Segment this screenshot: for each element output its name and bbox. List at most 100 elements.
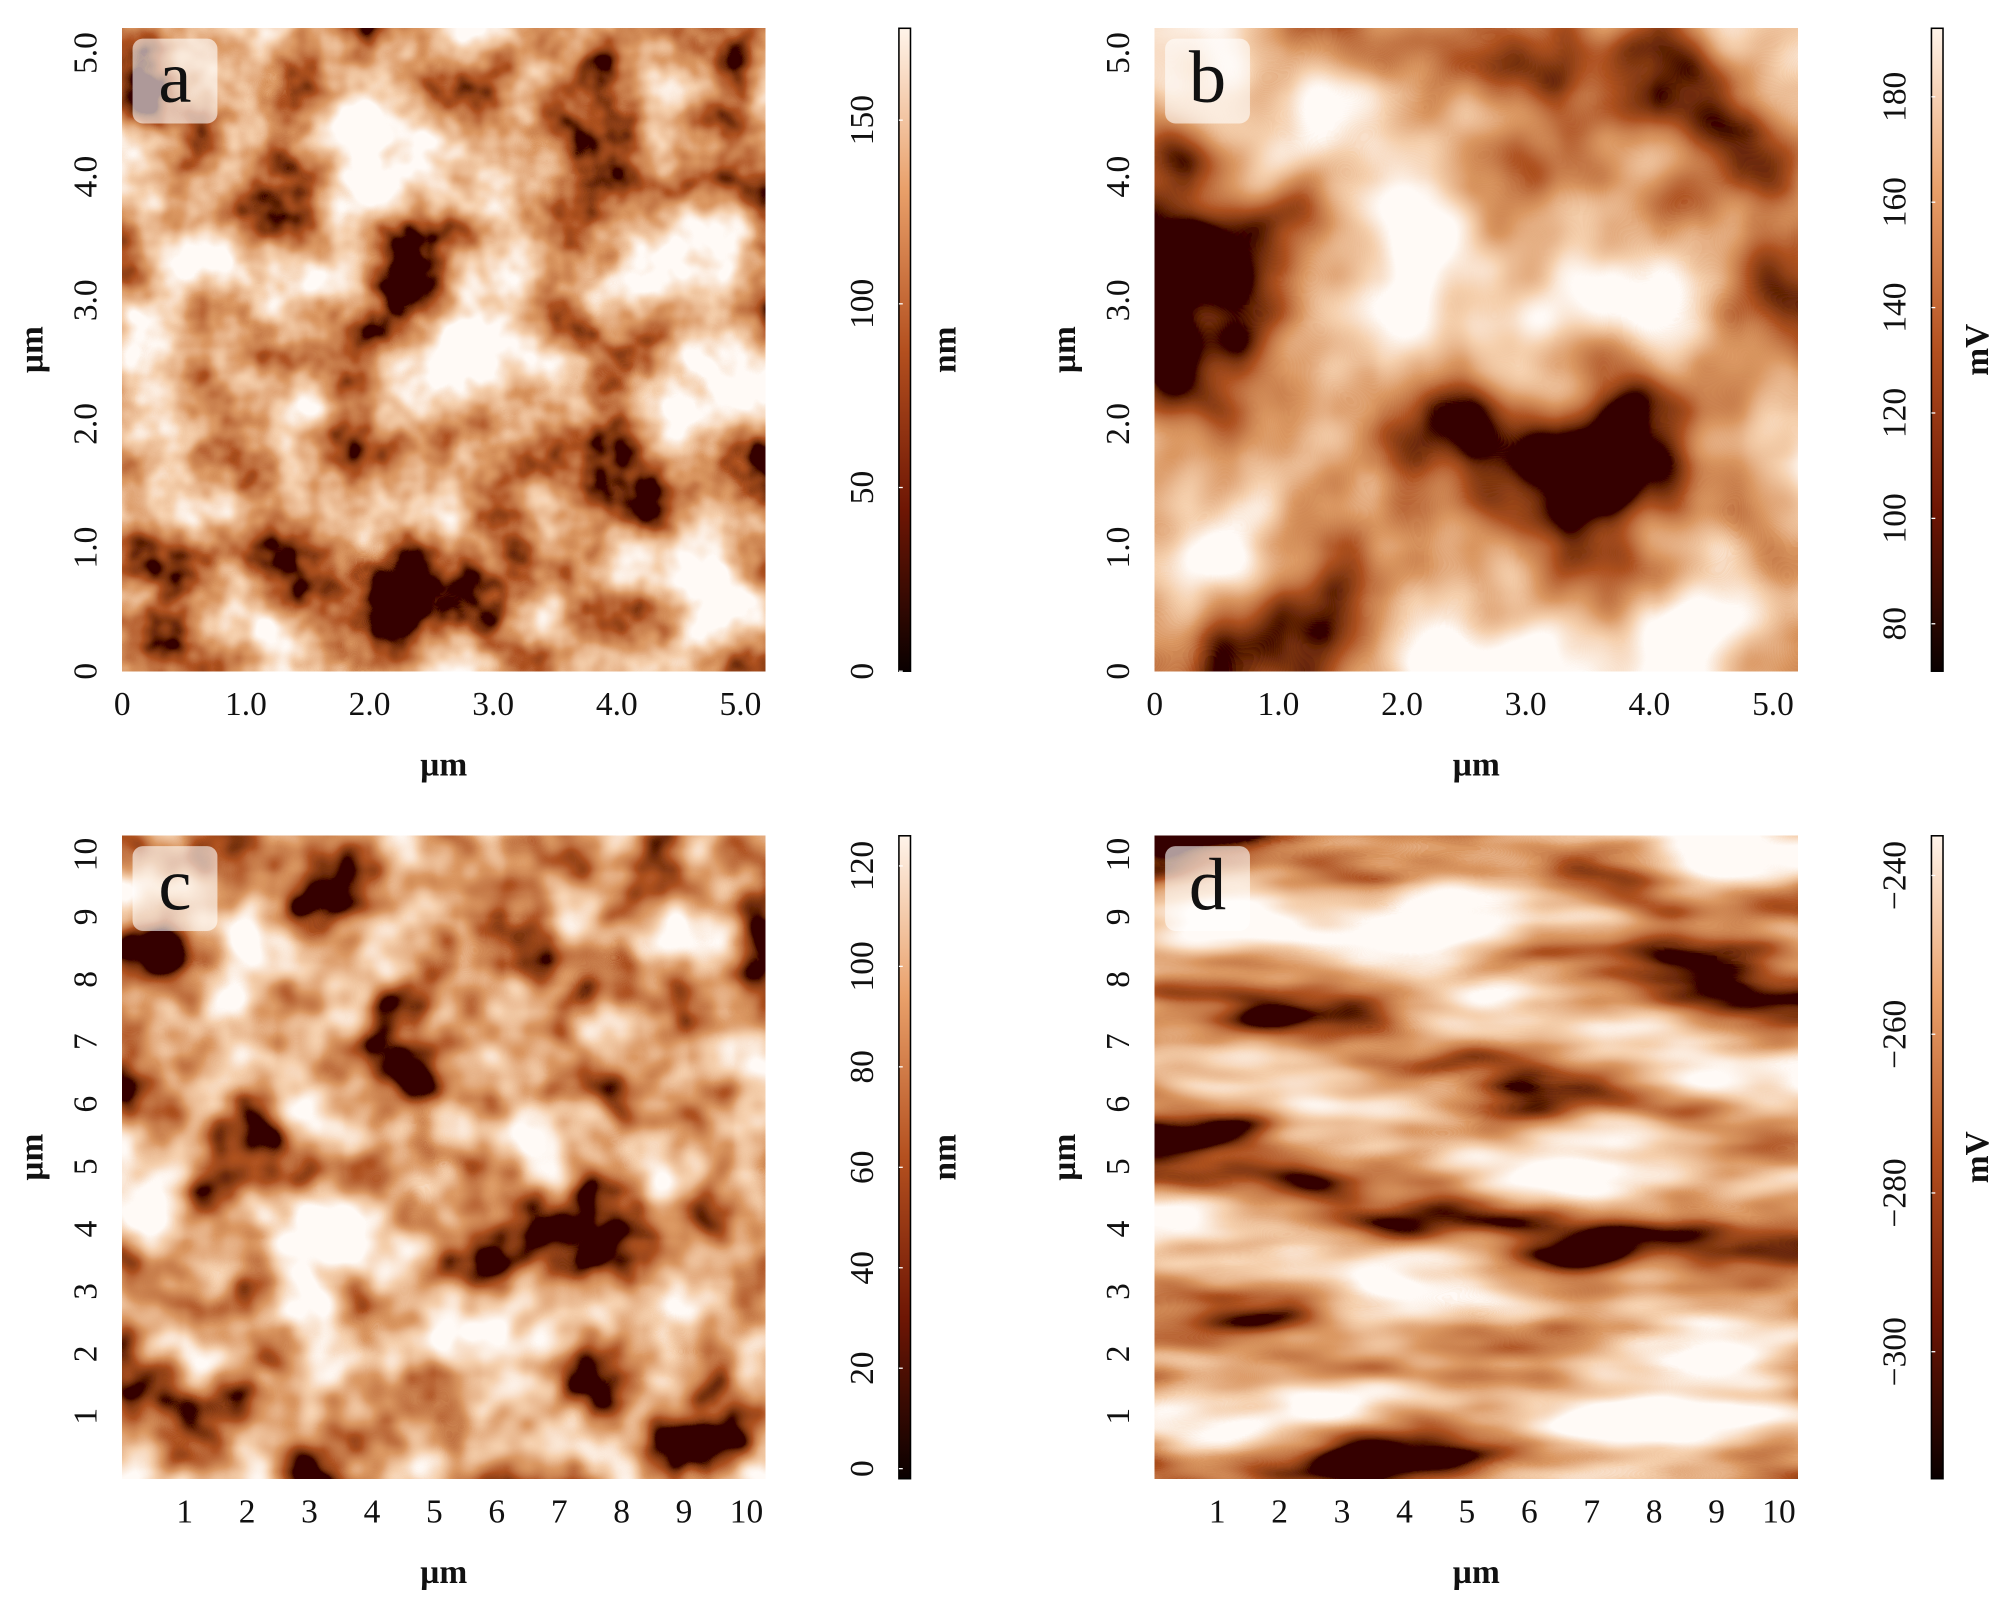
panel-label-box [1165,38,1250,124]
y-tick-label: 8 [1100,971,1137,988]
panel-label: c [158,844,191,926]
y-tick-label: 1 [1100,1408,1137,1425]
colorbar-tick-label: 40 [844,1251,881,1284]
y-tick-label: 5.0 [1100,32,1137,74]
panel-label-box [132,846,218,931]
x-axis-label: µm [1453,746,1500,783]
y-tick-label: 3.0 [1100,279,1137,321]
x-tick-label: 4.0 [1628,686,1670,723]
x-tick-label: 6 [488,1493,505,1530]
x-tick-label: 8 [1646,1493,1663,1530]
y-axis-label: µm [14,1134,51,1181]
y-axis-label: µm [1046,1134,1083,1181]
x-tick-label: 8 [613,1493,630,1530]
x-tick-label: 6 [1521,1493,1538,1530]
y-tick-label: 9 [68,909,105,926]
y-tick-label: 1.0 [68,527,105,569]
colorbar-tick-label: −300 [1877,1317,1914,1386]
x-tick-label: 3.0 [1505,686,1547,723]
x-tick-label: 3 [1334,1493,1351,1530]
x-axis-label: µm [1453,1554,1500,1591]
y-tick-label: 4 [68,1220,105,1237]
x-tick-label: 4 [364,1493,381,1530]
x-tick-label: 9 [676,1493,693,1530]
panel-label: b [1189,37,1226,119]
y-tick-label: 1 [68,1408,105,1425]
colorbar-tick-label: 100 [1877,493,1914,543]
colorbar-tick-label: 120 [844,841,881,891]
x-tick-label: 3 [301,1493,318,1530]
x-tick-label: 7 [1583,1493,1600,1530]
colorbar-tick-label: 100 [844,279,881,329]
colorbar-tick-label: 60 [844,1151,881,1184]
x-tick-label: 5.0 [720,686,762,723]
x-tick-label: 1.0 [1258,686,1300,723]
x-tick-label: 4 [1396,1493,1413,1530]
y-tick-label: 3 [1100,1283,1137,1300]
colorbar-tick-label: 80 [1877,607,1914,640]
colorbar-tick-label: 120 [1877,388,1914,438]
x-tick-label: 5 [426,1493,443,1530]
panel-label-box [132,38,218,124]
colorbar [898,27,912,672]
colorbar-tick-label: −280 [1877,1158,1914,1227]
x-tick-label: 10 [730,1493,763,1530]
x-tick-label: 0 [114,686,131,723]
colorbar-tick-label: 0 [844,663,881,680]
y-tick-label: 8 [68,971,105,988]
y-tick-label: 5 [1100,1158,1137,1175]
colorbar-label: mV [1959,324,1996,376]
afm-image [122,835,766,1479]
y-tick-label: 2 [68,1346,105,1363]
x-tick-label: 3.0 [472,686,514,723]
colorbar-tick-label: 50 [844,471,881,504]
colorbar-tick-label: 100 [844,941,881,991]
y-tick-label: 2 [1100,1346,1137,1363]
y-tick-label: 10 [1100,838,1137,871]
x-tick-label: 10 [1762,1493,1795,1530]
x-tick-label: 9 [1708,1493,1725,1530]
y-tick-label: 3 [68,1283,105,1300]
colorbar-tick-label: 20 [844,1351,881,1384]
colorbar-label: mV [1959,1131,1996,1183]
x-tick-label: 2.0 [1381,686,1423,723]
x-tick-label: 2 [239,1493,256,1530]
afm-image [122,28,766,672]
y-tick-label: 4.0 [68,156,105,198]
colorbar-tick-label: 80 [844,1050,881,1083]
x-tick-label: 1.0 [225,686,267,723]
y-tick-label: 4.0 [1100,156,1137,198]
x-tick-label: 4.0 [596,686,638,723]
y-tick-label: 0 [68,663,105,680]
x-tick-label: 1 [1209,1493,1226,1530]
panel-label-box [1165,846,1250,931]
x-tick-label: 5.0 [1752,686,1794,723]
colorbar-label: nm [926,326,963,373]
colorbar-tick-label: −260 [1877,1000,1914,1069]
y-tick-label: 4 [1100,1220,1137,1237]
colorbar [898,835,912,1480]
colorbar-tick-label: 180 [1877,72,1914,122]
x-tick-label: 5 [1459,1493,1476,1530]
y-axis-label: µm [1046,326,1083,373]
x-tick-label: 7 [551,1493,568,1530]
x-tick-label: 2 [1271,1493,1288,1530]
y-tick-label: 10 [68,838,105,871]
y-tick-label: 7 [1100,1033,1137,1050]
y-axis-label: µm [14,326,51,373]
x-tick-label: 2.0 [349,686,391,723]
y-tick-label: 5 [68,1158,105,1175]
x-axis-label: µm [420,746,467,783]
colorbar-tick-label: −240 [1877,841,1914,910]
x-tick-label: 1 [176,1493,193,1530]
panel-label: d [1189,844,1226,926]
y-tick-label: 6 [68,1096,105,1113]
afm-image [1154,28,1798,672]
colorbar [1930,835,1944,1480]
colorbar-tick-label: 140 [1877,283,1914,333]
y-tick-label: 7 [68,1033,105,1050]
y-tick-label: 9 [1100,909,1137,926]
colorbar-tick-label: 0 [844,1460,881,1477]
colorbar-label: nm [926,1134,963,1181]
